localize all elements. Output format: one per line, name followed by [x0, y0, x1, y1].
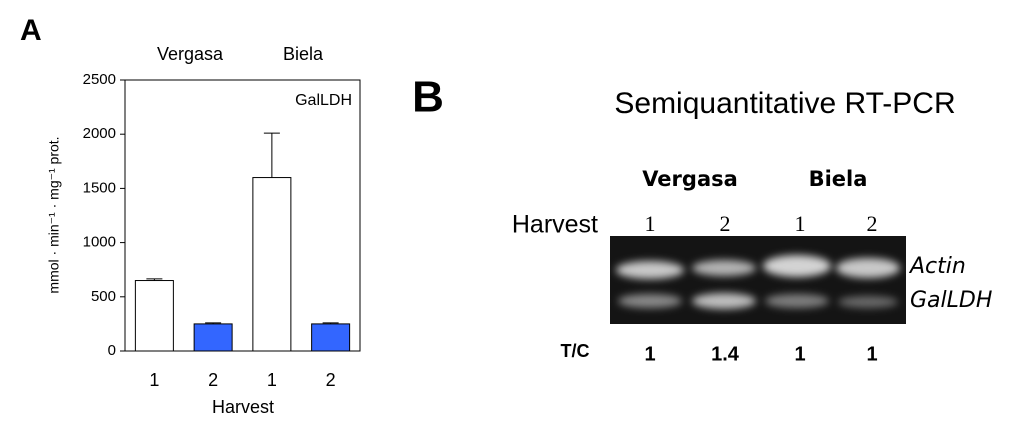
x-tick-label: 2: [208, 370, 218, 390]
y-tick-label: 500: [91, 288, 116, 305]
y-tick-label: 1500: [83, 179, 116, 196]
gel-title: Semiquantitative RT-PCR: [614, 87, 955, 120]
group-label: Biela: [283, 44, 324, 64]
y-tick-label: 2500: [83, 71, 116, 88]
group-label: Vergasa: [157, 44, 224, 64]
panel-label: A: [20, 14, 42, 47]
lane-label: 1: [795, 211, 806, 236]
y-axis-label: mmol · min⁻¹ · mg⁻¹ prot.: [46, 136, 62, 293]
annotation: GalLDH: [295, 92, 352, 109]
band-label: Actin: [908, 254, 966, 279]
group-label: Biela: [809, 167, 868, 191]
ratio-value: 1: [644, 343, 655, 365]
lane-label: 1: [645, 211, 656, 236]
band-label: GalLDH: [910, 288, 992, 313]
x-tick-label: 2: [326, 370, 336, 390]
y-tick-label: 1000: [83, 234, 116, 251]
plot-frame: [124, 79, 361, 352]
group-label: Vergasa: [642, 167, 738, 191]
x-tick-label: 1: [149, 370, 159, 390]
bar: [252, 177, 292, 352]
bar: [193, 323, 233, 352]
panel-label: B: [412, 73, 444, 122]
ratio-label: T/C: [561, 341, 590, 361]
ratio-value: 1.4: [711, 343, 740, 365]
x-axis-label: Harvest: [212, 397, 274, 417]
ratio-value: 1: [866, 343, 877, 365]
lane-label: 2: [720, 211, 731, 236]
y-tick-label: 2000: [83, 125, 116, 142]
row-label: Harvest: [512, 211, 598, 239]
x-tick-label: 1: [267, 370, 277, 390]
y-tick-label: 0: [108, 342, 116, 359]
bar: [311, 323, 351, 352]
ratio-value: 1: [794, 343, 805, 365]
bar: [134, 280, 174, 352]
gel-image: [610, 236, 906, 324]
lane-label: 2: [867, 211, 878, 236]
